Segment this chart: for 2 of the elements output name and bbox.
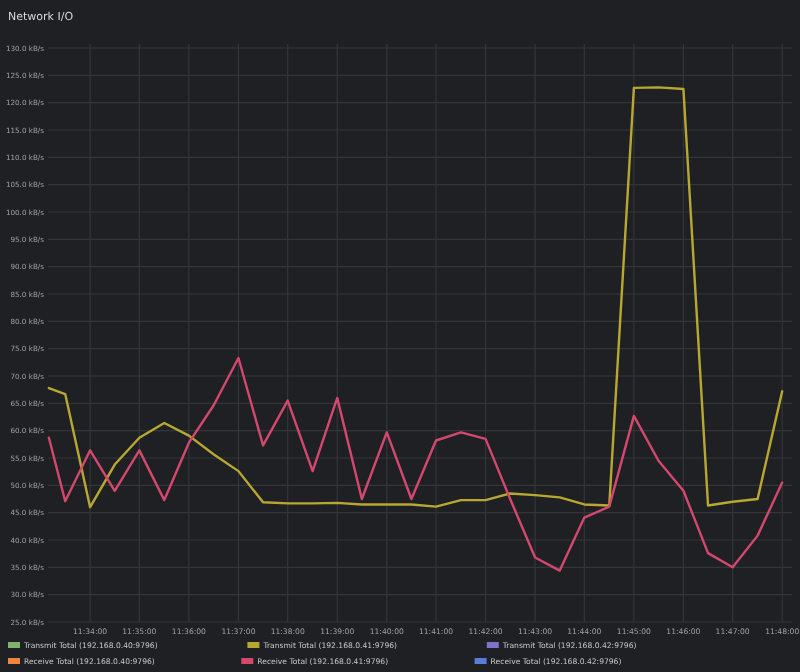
line-series bbox=[47, 356, 784, 572]
line-series bbox=[47, 86, 784, 509]
